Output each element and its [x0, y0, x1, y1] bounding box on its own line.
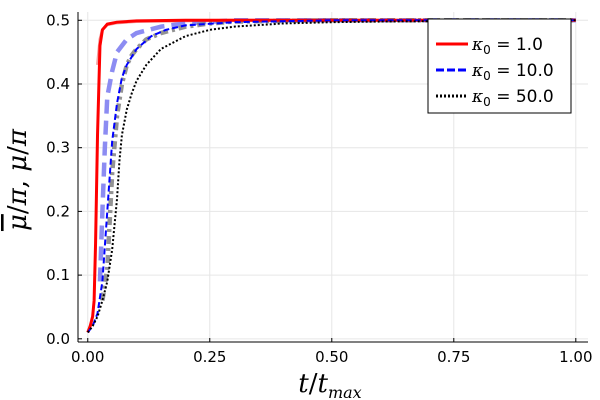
x-axis-title: t/tmax [298, 369, 361, 400]
series-line-4 [86, 19, 576, 334]
legend-label-2: κ0 = 10.0 [471, 61, 554, 83]
legend: κ0 = 1.0 κ0 = 10.0 κ0 = 50.0 [427, 18, 572, 114]
x-tick-label: 0.00 [71, 348, 104, 366]
y-tick-label: 0.1 [46, 266, 70, 284]
series-lines [86, 18, 576, 334]
tick-labels: 0.00 0.25 0.50 0.75 1.00 0.0 0.1 0.2 0.3 0.4 0.5 [46, 11, 592, 366]
x-axis-title-t: t [298, 369, 309, 399]
x-tick-label: 0.75 [437, 348, 470, 366]
x-tick-label: 1.00 [559, 348, 592, 366]
legend-label-3: κ0 = 50.0 [471, 87, 554, 109]
x-axis-title-sub: max [328, 383, 362, 400]
x-tick-label: 0.25 [193, 348, 226, 366]
y-tick-label: 0.5 [46, 11, 70, 29]
series-line-2 [86, 19, 576, 334]
axes [77, 12, 588, 343]
legend-box [427, 18, 572, 114]
legend-label-1: κ0 = 1.0 [471, 35, 543, 57]
series-line-0 [86, 18, 576, 333]
series-line-5 [100, 18, 576, 301]
x-tick-label: 0.50 [315, 348, 348, 366]
y-tick-label: 0.2 [46, 202, 70, 220]
y-axis-title-mubar: μ [3, 214, 33, 231]
y-tick-label: 0.3 [46, 139, 70, 157]
x-axis-title-slash: / [309, 369, 318, 399]
y-axis-title: μ/π, μ/π [3, 128, 33, 231]
x-axis-title-tmax: t [318, 369, 329, 399]
y-tick-label: 0.0 [46, 330, 70, 348]
y-tick-label: 0.4 [46, 75, 70, 93]
